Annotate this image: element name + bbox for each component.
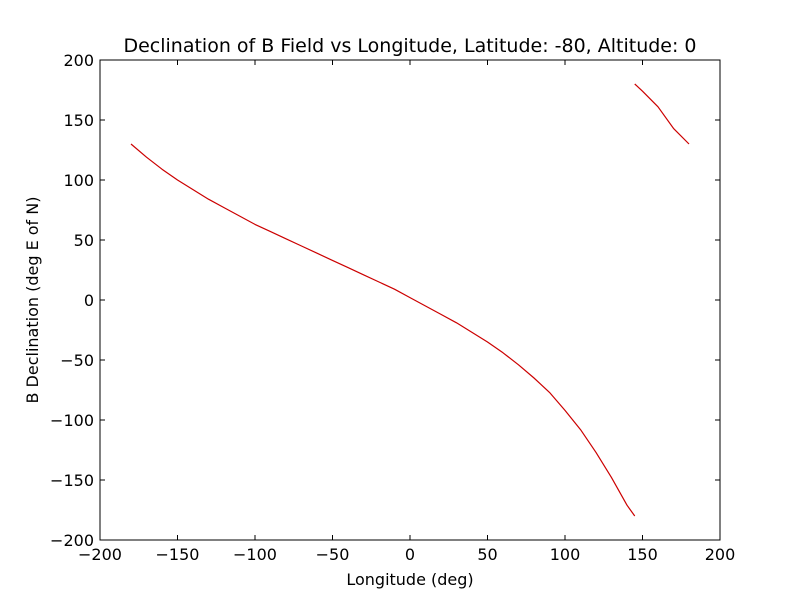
y-tick-label: 150 (63, 111, 94, 130)
series-lines (130, 83, 690, 517)
x-tick-label: −50 (316, 545, 350, 564)
x-tick-label: 0 (405, 545, 415, 564)
y-tick-label: −200 (50, 531, 94, 550)
y-tick-label: −100 (50, 411, 94, 430)
plot-frame (99, 59, 721, 541)
series-line-segment-1 (130, 143, 636, 517)
x-tick-label: 50 (477, 545, 497, 564)
y-tick-label: −50 (60, 351, 94, 370)
x-tick-label: −100 (233, 545, 277, 564)
y-tick-labels: −200 −150 −100 −50 0 50 100 150 200 (50, 51, 94, 550)
x-tick-label: −200 (78, 545, 122, 564)
y-axis-label: B Declination (deg E of N) (23, 197, 42, 404)
x-tick-label: 200 (705, 545, 736, 564)
x-tick-label: −150 (156, 545, 200, 564)
y-tick-label: −150 (50, 471, 94, 490)
x-tick-label: 100 (550, 545, 581, 564)
x-axis-label: Longitude (deg) (346, 570, 473, 589)
x-tick-labels: −200 −150 −100 −50 0 50 100 150 200 (78, 545, 735, 564)
chart-title: Declination of B Field vs Longitude, Lat… (123, 35, 696, 57)
y-tick-label: 0 (84, 291, 94, 310)
y-tick-label: 100 (63, 171, 94, 190)
series-line-segment-2 (634, 83, 690, 145)
y-tick-label: 200 (63, 51, 94, 70)
x-tick-label: 150 (627, 545, 658, 564)
y-tick-label: 50 (74, 231, 94, 250)
